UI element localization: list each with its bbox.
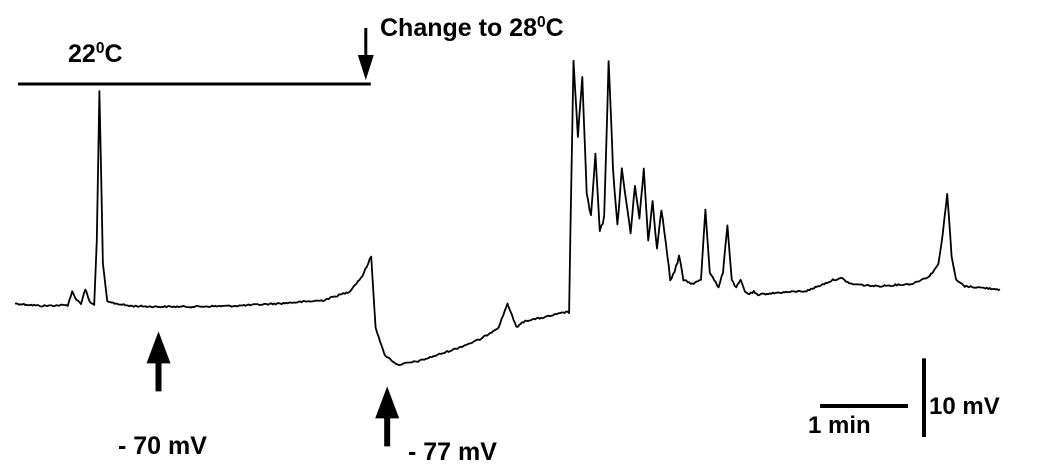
temperature-change-arrow [357, 28, 374, 80]
resting-potential-label-77: - 77 mV [408, 438, 497, 466]
potential-marker-arrow-77 [375, 386, 400, 447]
potential-marker-arrow-70 [146, 331, 171, 392]
time-scale-label: 1 min [808, 412, 871, 439]
membrane-potential-trace [14, 59, 1001, 367]
resting-potential-label-70: - 70 mV [118, 432, 207, 460]
temperature-change-label: Change to 280C [380, 14, 564, 42]
initial-temperature-label: 220C [68, 40, 123, 68]
voltage-scale-label: 10 mV [929, 393, 1000, 420]
